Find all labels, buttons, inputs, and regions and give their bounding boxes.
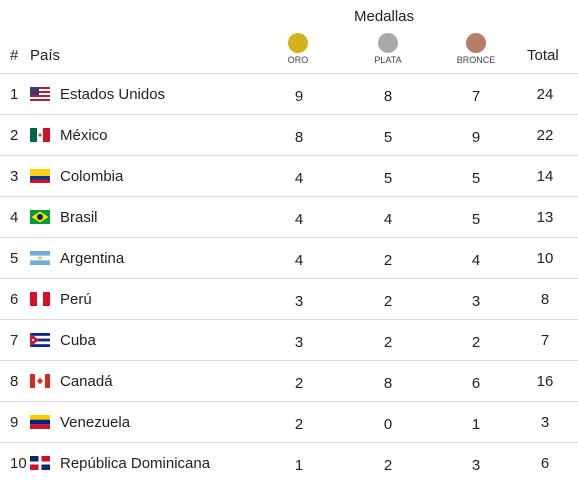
silver-count: 2 — [383, 457, 393, 474]
rank-cell: 10 — [10, 455, 27, 472]
bronze-count: 1 — [471, 416, 481, 433]
table-row: 6 Perú 3 2 3 8 — [0, 278, 578, 319]
country-name: República Dominicana — [60, 455, 211, 472]
total-count: 10 — [536, 250, 554, 267]
bronze-count: 9 — [471, 129, 481, 146]
gold-count: 1 — [294, 457, 304, 474]
gold-count: 2 — [294, 416, 304, 433]
colombia-flag-icon — [30, 169, 50, 183]
table-row: 8 Canadá 2 8 6 16 — [0, 360, 578, 401]
bronze-count: 4 — [471, 252, 481, 269]
table-row: 1 Estados Unidos 9 8 7 24 — [0, 73, 578, 114]
silver-count: 2 — [383, 252, 393, 269]
table-row: 10 República Dominicana 1 2 3 6 — [0, 442, 578, 483]
silver-count: 5 — [383, 170, 393, 187]
rank-cell: 6 — [10, 291, 19, 308]
total-count: 6 — [540, 455, 550, 472]
total-count: 14 — [536, 168, 554, 185]
country-name: Venezuela — [60, 414, 131, 431]
gold-column-header: ORO — [287, 55, 309, 65]
canada-flag-icon — [30, 374, 50, 388]
rank-cell: 7 — [10, 332, 19, 349]
country-name: Colombia — [60, 168, 124, 185]
silver-count: 8 — [383, 375, 393, 392]
silver-count: 5 — [383, 129, 393, 146]
bronze-count: 7 — [471, 88, 481, 105]
country-name: Perú — [60, 291, 92, 308]
total-count: 22 — [536, 127, 554, 144]
bronze-count: 3 — [471, 457, 481, 474]
argentina-flag-icon — [30, 251, 50, 265]
total-column-header: Total — [527, 47, 559, 64]
gold-count: 4 — [294, 211, 304, 228]
rank-cell: 8 — [10, 373, 19, 390]
table-row: 3 Colombia 4 5 5 14 — [0, 155, 578, 196]
gold-medal-icon — [288, 33, 308, 53]
table-row: 4 Brasil 4 4 5 13 — [0, 196, 578, 237]
total-count: 8 — [540, 291, 550, 308]
country-name: Cuba — [60, 332, 96, 349]
country-column-header: País — [30, 47, 61, 64]
rank-cell: 5 — [10, 250, 19, 267]
rank-cell: 4 — [10, 209, 19, 226]
silver-count: 2 — [383, 293, 393, 310]
peru-flag-icon — [30, 292, 50, 306]
bronze-count: 5 — [471, 211, 481, 228]
total-count: 16 — [536, 373, 554, 390]
silver-medal-icon — [378, 33, 398, 53]
table-row: 9 Venezuela 2 0 1 3 — [0, 401, 578, 442]
total-count: 3 — [540, 414, 550, 431]
rank-cell: 1 — [10, 86, 19, 103]
country-name: Brasil — [60, 209, 98, 226]
silver-count: 4 — [383, 211, 393, 228]
country-name: Argentina — [60, 250, 125, 267]
bronze-count: 6 — [471, 375, 481, 392]
rank-column-header: # — [10, 47, 19, 64]
silver-count: 8 — [383, 88, 393, 105]
gold-count: 2 — [294, 375, 304, 392]
gold-count: 4 — [294, 170, 304, 187]
bronze-count: 3 — [471, 293, 481, 310]
rank-cell: 2 — [10, 127, 19, 144]
rank-cell: 3 — [10, 168, 19, 185]
total-count: 24 — [536, 86, 554, 103]
medallas-heading: Medallas — [354, 8, 415, 25]
silver-column-header: PLATA — [374, 55, 402, 65]
bronze-count: 5 — [471, 170, 481, 187]
venezuela-flag-icon — [30, 415, 50, 429]
rank-cell: 9 — [10, 414, 19, 431]
gold-count: 4 — [294, 252, 304, 269]
dominican-republic-flag-icon — [30, 456, 50, 470]
country-name: México — [60, 127, 108, 144]
total-count: 7 — [540, 332, 550, 349]
table-row: 5 Argentina 4 2 4 10 — [0, 237, 578, 278]
cuba-flag-icon — [30, 333, 50, 347]
gold-count: 8 — [294, 129, 304, 146]
bronze-medal-icon — [466, 33, 486, 53]
brazil-flag-icon — [30, 210, 50, 224]
silver-count: 2 — [383, 334, 393, 351]
silver-count: 0 — [383, 416, 393, 433]
table-row: 7 Cuba 3 2 2 7 — [0, 319, 578, 360]
country-name: Estados Unidos — [60, 86, 166, 103]
gold-count: 9 — [294, 88, 304, 105]
bronze-count: 2 — [471, 334, 481, 351]
gold-count: 3 — [294, 334, 304, 351]
country-name: Canadá — [60, 373, 113, 390]
bronze-column-header: BRONCE — [456, 55, 496, 65]
total-count: 13 — [536, 209, 554, 226]
table-row: 2 México 8 5 9 22 — [0, 114, 578, 155]
usa-flag-icon — [30, 87, 50, 101]
mexico-flag-icon — [30, 128, 50, 142]
gold-count: 3 — [294, 293, 304, 310]
